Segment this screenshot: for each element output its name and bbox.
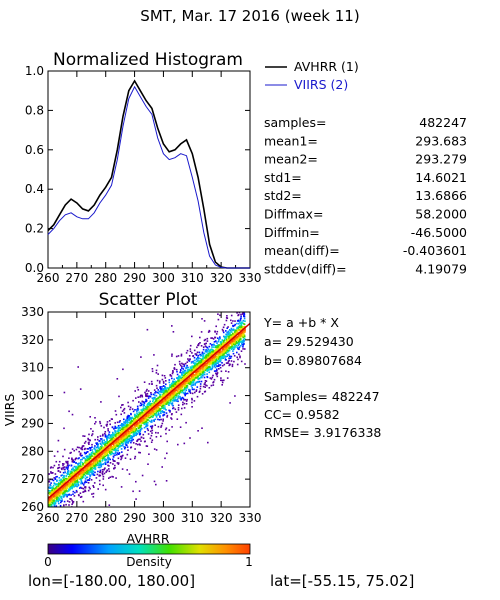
scatter-density-cloud: [48, 312, 246, 507]
histogram-line-avhrr: [47, 79, 250, 269]
scatter-y-tick-label: 320: [21, 333, 44, 347]
regression-info: Y= a +b * X a= 29.529430 b= 0.89807684 S…: [263, 315, 381, 440]
stat-label: mean2=: [264, 152, 318, 167]
stat-value: 14.6021: [415, 170, 467, 185]
histogram-x-ticks: 260 270 280 290 300 310 320 330: [37, 71, 262, 285]
stat-label: std1=: [264, 170, 302, 185]
regression-rmse: RMSE= 3.9176338: [264, 425, 381, 440]
scatter-y-tick-label: 280: [21, 444, 44, 458]
histogram-y-tick-label: 0.4: [25, 182, 44, 196]
histogram-chart: Normalized Histogram 0.00.20.40.60.81.0 …: [25, 50, 262, 285]
scatter-x-tick-label: 260: [37, 511, 60, 525]
colorbar-max-label: 1: [245, 555, 253, 569]
colorbar-gradient: [47, 543, 251, 555]
scatter-x-ticks: 260 270 280 290 300 310 320 330: [37, 312, 262, 525]
scatter-x-tick-label: 310: [181, 511, 204, 525]
histogram-y-tick-label: 0.8: [25, 103, 44, 117]
histogram-x-tick-label: 300: [152, 271, 175, 285]
histogram-x-tick-label: 270: [65, 271, 88, 285]
stat-value: 13.6866: [415, 188, 467, 203]
scatter-x-tick-label: 300: [152, 511, 175, 525]
scatter-title: Scatter Plot: [99, 290, 198, 310]
page-header: SMT, Mar. 17 2016 (week 11): [140, 7, 359, 25]
stat-value: -0.403601: [403, 243, 467, 258]
colorbar-title: Density: [126, 555, 172, 569]
colorbar-min-label: 0: [44, 555, 52, 569]
legend-label-avhrr: AVHRR (1): [294, 59, 359, 74]
stat-label: Diffmin=: [264, 225, 320, 240]
histogram-x-tick-label: 310: [181, 271, 204, 285]
scatter-x-tick-label: 320: [210, 511, 233, 525]
stat-value: 4.19079: [415, 261, 467, 276]
histogram-title: Normalized Histogram: [53, 50, 243, 70]
scatter-y-ticks: 260 270 280 290 300 310 320 330: [21, 305, 250, 514]
stat-label: mean(diff)=: [264, 243, 340, 258]
scatter-y-tick-label: 300: [21, 389, 44, 403]
scatter-x-tick-label: 330: [239, 511, 262, 525]
regression-b: b= 0.89807684: [264, 353, 362, 368]
histogram-line-viirs: [47, 85, 250, 269]
stat-value: 293.683: [415, 133, 467, 148]
histogram-x-tick-label: 290: [123, 271, 146, 285]
stat-label: samples=: [264, 115, 326, 130]
scatter-x-axis-label: AVHRR: [126, 531, 169, 546]
scatter-y-tick-label: 290: [21, 416, 44, 430]
stat-value: 58.2000: [415, 207, 467, 222]
histogram-x-tick-label: 280: [94, 271, 117, 285]
histogram-y-ticks: 0.0 0.2 0.4 0.6 0.8 1.0: [25, 64, 250, 275]
stat-value: 482247: [419, 115, 467, 130]
scatter-x-tick-label: 270: [65, 511, 88, 525]
scatter-y-axis-label: VIIRS: [2, 394, 17, 427]
scatter-chart: Scatter Plot 260 270 280 290 300 310 320 330 26…: [2, 290, 262, 546]
stat-label: Diffmax=: [264, 207, 323, 222]
regression-fit-line: [48, 322, 250, 500]
regression-a: a= 29.529430: [264, 334, 354, 349]
histogram-y-tick-label: 0.0: [25, 261, 44, 275]
scatter-y-tick-label: 310: [21, 361, 44, 375]
regression-cc: CC= 0.9582: [264, 407, 340, 422]
scatter-y-tick-label: 260: [21, 500, 44, 514]
histogram-y-tick-label: 0.6: [25, 143, 44, 157]
stat-label: mean1=: [264, 133, 318, 148]
regression-samples: Samples= 482247: [264, 389, 380, 404]
scatter-x-tick-label: 280: [94, 511, 117, 525]
histogram-statistics: samples= 482247 mean1= 293.683 mean2= 293.279…: [264, 115, 467, 276]
histogram-frame: [47, 70, 251, 269]
density-colorbar: 0 Density 1: [44, 543, 253, 569]
scatter-x-tick-label: 290: [123, 511, 146, 525]
scatter-frame: [47, 311, 251, 508]
stat-value: -46.5000: [411, 225, 467, 240]
scatter-y-tick-label: 330: [21, 305, 44, 319]
stat-label: std2=: [264, 188, 302, 203]
scatter-y-tick-label: 270: [21, 472, 44, 486]
histogram-y-tick-label: 1.0: [25, 64, 44, 78]
lon-range: lon=[-180.00, 180.00]: [28, 572, 195, 590]
legend-label-viirs: VIIRS (2): [294, 77, 348, 92]
stat-label: stddev(diff)=: [264, 261, 347, 276]
histogram-legend: AVHRR (1) VIIRS (2): [265, 59, 359, 92]
regression-equation: Y= a +b * X: [263, 315, 339, 330]
histogram-x-tick-label: 330: [239, 271, 262, 285]
histogram-y-tick-label: 0.2: [25, 222, 44, 236]
lat-range: lat=[-55.15, 75.02]: [270, 572, 414, 590]
stat-value: 293.279: [415, 152, 467, 167]
histogram-x-tick-label: 320: [210, 271, 233, 285]
histogram-x-tick-label: 260: [37, 271, 60, 285]
